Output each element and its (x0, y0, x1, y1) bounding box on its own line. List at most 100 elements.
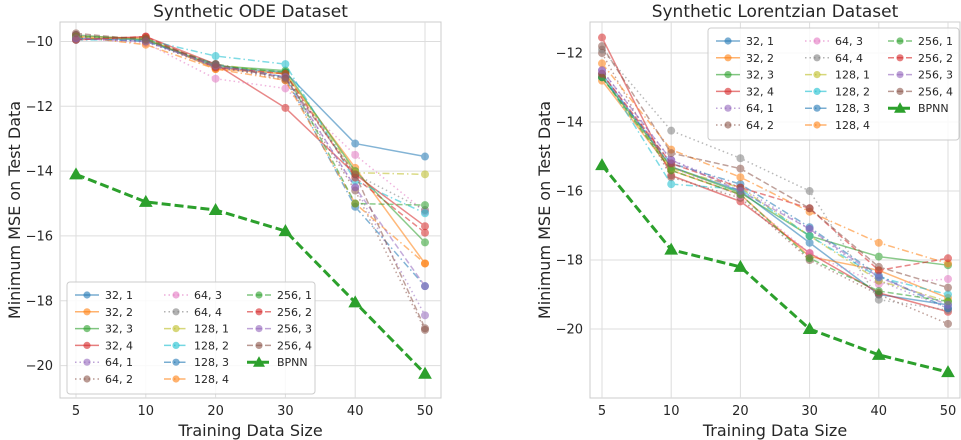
data-point (944, 283, 953, 292)
legend-entry: 256, 3 (888, 69, 953, 82)
legend-entry: 256, 4 (247, 339, 312, 352)
legend-entry: 32, 1 (75, 289, 133, 302)
legend-label: 256, 1 (277, 289, 312, 302)
legend-marker (83, 358, 91, 366)
data-point (69, 167, 83, 180)
data-point (667, 149, 676, 158)
legend-entry: 256, 2 (888, 52, 953, 65)
series-line (75, 35, 426, 265)
data-point (598, 42, 607, 51)
legend-marker (813, 37, 821, 45)
series-BPNN (595, 158, 955, 378)
legend-entry: 256, 4 (888, 85, 953, 98)
legend-marker (83, 325, 91, 333)
y-tick-label: −20 (556, 323, 583, 338)
data-point (72, 29, 81, 38)
data-point (208, 202, 223, 215)
data-point (871, 347, 886, 360)
data-point (667, 126, 676, 135)
chart-1: −20 −18 −16 −14 −12 −10 5 10 20 30 40 50 Synthetic O… (5, 2, 442, 440)
y-tick-label: −18 (556, 254, 583, 269)
legend-marker (253, 356, 265, 367)
legend-marker (813, 71, 821, 79)
legend: 32, 1 32, 2 32, 3 32, 4 64, 1 64, 2 64, 3 64, 4… (707, 27, 960, 141)
data-point (944, 290, 953, 299)
data-point (736, 154, 745, 163)
data-point (211, 60, 220, 69)
x-tick-label: 5 (72, 404, 80, 419)
x-tick-label: 40 (871, 404, 888, 419)
legend-entry: 64, 4 (164, 306, 222, 319)
x-tick-label: 40 (347, 404, 364, 419)
legend-marker (172, 308, 180, 316)
series-256-4 (598, 42, 953, 292)
data-point (420, 311, 429, 320)
legend-label: 64, 1 (105, 356, 133, 369)
data-point (874, 262, 883, 271)
y-tick-label: −18 (26, 294, 53, 309)
series-line (601, 76, 949, 303)
chart-title: Synthetic Lorentzian Dataset (652, 2, 899, 22)
legend-label: 128, 4 (194, 373, 229, 386)
legend-marker (813, 121, 821, 129)
data-point (418, 366, 432, 379)
data-point (420, 209, 429, 218)
data-point (348, 295, 363, 308)
y-axis-label: Minimum MSE on Test Data (535, 101, 554, 319)
legend-entry: 256, 1 (247, 289, 312, 302)
legend-label: 32, 4 (746, 85, 774, 98)
data-point (138, 194, 153, 207)
series-line (600, 164, 949, 374)
legend-marker (724, 87, 732, 95)
legend-marker (172, 375, 180, 383)
legend-label: 64, 3 (194, 289, 222, 302)
legend-entry: 128, 4 (805, 119, 870, 132)
x-tick-label: 10 (663, 404, 680, 419)
series-256-4 (72, 29, 429, 333)
series-line (601, 76, 949, 303)
series-BPNN (69, 167, 432, 379)
y-axis-label: Minimum MSE on Test Data (5, 101, 24, 319)
data-point (805, 238, 814, 247)
data-point (420, 201, 429, 210)
legend-label: 256, 3 (277, 323, 312, 336)
data-point (211, 74, 220, 83)
data-point (736, 173, 745, 182)
legend-label: 64, 4 (194, 306, 222, 319)
legend-label: 128, 4 (835, 119, 870, 132)
data-point (874, 287, 883, 296)
legend-marker (83, 291, 91, 299)
legend-entry: 64, 2 (716, 119, 774, 132)
data-point (351, 170, 360, 179)
series-line (75, 35, 426, 206)
series-line (601, 52, 949, 325)
legend-entry: 256, 1 (888, 35, 953, 48)
legend-entry: 64, 1 (75, 356, 133, 369)
series-line (75, 32, 426, 329)
legend-marker (255, 341, 263, 349)
legend-label: 32, 3 (746, 69, 774, 82)
legend-label: 64, 1 (746, 102, 774, 115)
y-tick-label: −16 (556, 185, 583, 200)
x-axis-label: Training Data Size (177, 421, 322, 440)
legend-entry: 128, 3 (805, 102, 870, 115)
chart-title: Synthetic ODE Dataset (153, 2, 348, 22)
legend-label: 32, 4 (105, 339, 133, 352)
legend: 32, 1 32, 2 32, 3 32, 4 64, 1 64, 2 64, 3 64, 4… (66, 281, 316, 395)
legend-label: 256, 2 (918, 52, 953, 65)
data-point (941, 365, 955, 378)
data-point (281, 60, 290, 69)
legend-entry: 128, 1 (164, 323, 229, 336)
legend-marker (83, 308, 91, 316)
data-point (805, 204, 814, 213)
series-line (601, 45, 949, 289)
legend-box (66, 281, 316, 395)
data-point (351, 150, 360, 159)
data-point (595, 158, 609, 171)
legend-marker (896, 54, 904, 62)
data-point (420, 324, 429, 333)
series-line (601, 62, 949, 265)
series-line (75, 35, 426, 211)
data-point (664, 242, 679, 255)
legend-entry: 256, 3 (247, 323, 312, 336)
